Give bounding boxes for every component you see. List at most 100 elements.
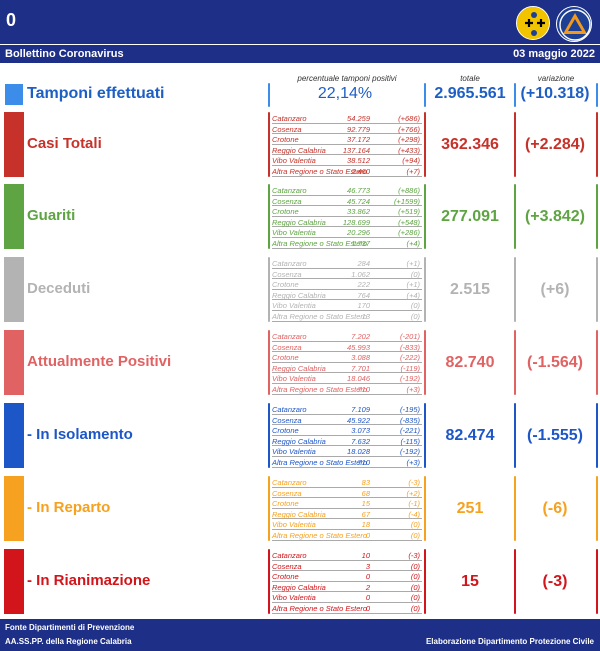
- district-name: Altra Regione o Stato Estero: [272, 384, 368, 394]
- col-header-perc: percentuale tamponi positivi: [297, 74, 397, 83]
- district-value: 20.296: [347, 228, 370, 238]
- district-value: 37.172: [347, 135, 370, 145]
- district-delta: (+286): [398, 228, 420, 238]
- district-row: Reggio Calabria 67 (-4): [272, 509, 422, 520]
- district-row: Crotone 0 (0): [272, 571, 422, 582]
- district-delta: (0): [410, 561, 420, 571]
- district-delta: (0): [410, 593, 420, 603]
- section-divider: [596, 184, 598, 249]
- district-row: Cosenza 1.062 (0): [272, 269, 422, 280]
- section-divider: [424, 476, 426, 541]
- region-logo-icon: [516, 6, 550, 40]
- section-divider: [514, 476, 516, 541]
- district-name: Catanzaro: [272, 186, 307, 195]
- district-row: Catanzaro 54.259 (+686): [272, 113, 422, 124]
- protezione-civile-logo-icon: [556, 6, 592, 42]
- section-divider: [596, 403, 598, 468]
- district-name: Cosenza: [272, 488, 302, 498]
- district-row: Vibo Valentia 18.028 (-192): [272, 446, 422, 457]
- district-delta: (+298): [398, 135, 420, 145]
- district-value: 284: [357, 259, 370, 268]
- district-row: Catanzaro 7.109 (-195): [272, 404, 422, 415]
- section-divider: [268, 330, 270, 395]
- district-row: Catanzaro 7.202 (-201): [272, 331, 422, 342]
- district-delta: (-222): [399, 353, 420, 363]
- district-value: 15: [361, 499, 370, 509]
- district-row: Catanzaro 10 (-3): [272, 550, 422, 561]
- district-name: Reggio Calabria: [272, 217, 326, 227]
- district-value: 0: [365, 530, 370, 540]
- section-total: 362.346: [441, 136, 499, 153]
- section-title: - In Rianimazione: [27, 572, 151, 589]
- district-delta: (+94): [402, 156, 420, 166]
- section-title: Guariti: [27, 207, 76, 224]
- section-divider: [596, 257, 598, 322]
- district-value: 710: [357, 457, 370, 467]
- tamponi-variation: (+10.318): [520, 85, 590, 102]
- district-table: Catanzaro 284 (+1) Cosenza 1.062 (0) Crotone 22…: [272, 258, 422, 322]
- district-name: Catanzaro: [272, 551, 307, 560]
- section-variation: (+2.284): [524, 136, 586, 153]
- district-name: Catanzaro: [272, 114, 307, 123]
- district-name: Reggio Calabria: [272, 290, 326, 300]
- district-table: Catanzaro 54.259 (+686) Cosenza 92.779 (+766)…: [272, 113, 422, 177]
- section-divider: [424, 184, 426, 249]
- district-name: Vibo Valentia: [272, 593, 316, 603]
- district-delta: (+519): [398, 207, 420, 217]
- district-delta: (+4): [406, 290, 420, 300]
- section-variation: (+6): [540, 281, 570, 298]
- district-row: Cosenza 45.922 (-835): [272, 415, 422, 426]
- district-name: Cosenza: [272, 415, 302, 425]
- district-delta: (0): [410, 311, 420, 321]
- district-value: 45.724: [347, 196, 370, 206]
- district-delta: (-4): [408, 509, 420, 519]
- district-row: Crotone 33.862 (+519): [272, 206, 422, 217]
- tamponi-percentage: 22,14%: [317, 85, 373, 102]
- district-value: 0: [365, 603, 370, 613]
- district-name: Vibo Valentia: [272, 520, 316, 530]
- district-row: Catanzaro 83 (-3): [272, 477, 422, 488]
- district-value: 68: [361, 488, 370, 498]
- district-row: Crotone 222 (+1): [272, 279, 422, 290]
- tamponi-title: Tamponi effettuati: [27, 85, 165, 102]
- section-divider: [424, 112, 426, 177]
- district-delta: (+1): [406, 259, 420, 268]
- district-value: 18.028: [347, 447, 370, 457]
- district-value: 710: [357, 384, 370, 394]
- district-value: 33.862: [347, 207, 370, 217]
- district-delta: (-833): [399, 342, 420, 352]
- district-row: Vibo Valentia 18 (0): [272, 519, 422, 530]
- district-delta: (0): [410, 520, 420, 530]
- district-delta: (+548): [398, 217, 420, 227]
- district-row: Vibo Valentia 170 (0): [272, 300, 422, 311]
- district-delta: (+2): [406, 488, 420, 498]
- district-value: 54.259: [347, 114, 370, 123]
- district-row: Vibo Valentia 38.512 (+94): [272, 155, 422, 166]
- district-row: Cosenza 45.724 (+1599): [272, 196, 422, 207]
- section-divider: [268, 112, 270, 177]
- top-number: 0: [6, 10, 17, 30]
- district-value: 10: [361, 551, 370, 560]
- district-value: 137.164: [342, 145, 370, 155]
- district-delta: (+7): [406, 166, 420, 176]
- section-divider: [514, 112, 516, 177]
- district-delta: (+686): [398, 114, 420, 123]
- section-divider: [596, 330, 598, 395]
- district-row: Crotone 3.088 (-222): [272, 352, 422, 363]
- section-title: Deceduti: [27, 280, 91, 297]
- district-name: Altra Regione o Stato Estero: [272, 311, 368, 321]
- section-color-bar: [4, 476, 24, 541]
- district-row: Vibo Valentia 18.046 (-192): [272, 373, 422, 384]
- district-row: Altra Regione o Stato Estero 2.460 (+7): [272, 166, 422, 177]
- section-divider: [514, 403, 516, 468]
- district-delta: (-195): [399, 405, 420, 414]
- section-divider: [424, 549, 426, 614]
- district-row: Reggio Calabria 7.701 (-119): [272, 363, 422, 374]
- district-name: Vibo Valentia: [272, 374, 316, 384]
- district-row: Vibo Valentia 20.296 (+286): [272, 227, 422, 238]
- district-table: Catanzaro 46.773 (+886) Cosenza 45.724 (+1599…: [272, 185, 422, 249]
- district-value: 13: [361, 311, 370, 321]
- section-color-bar: [4, 112, 24, 177]
- district-value: 67: [361, 509, 370, 519]
- district-row: Crotone 37.172 (+298): [272, 134, 422, 145]
